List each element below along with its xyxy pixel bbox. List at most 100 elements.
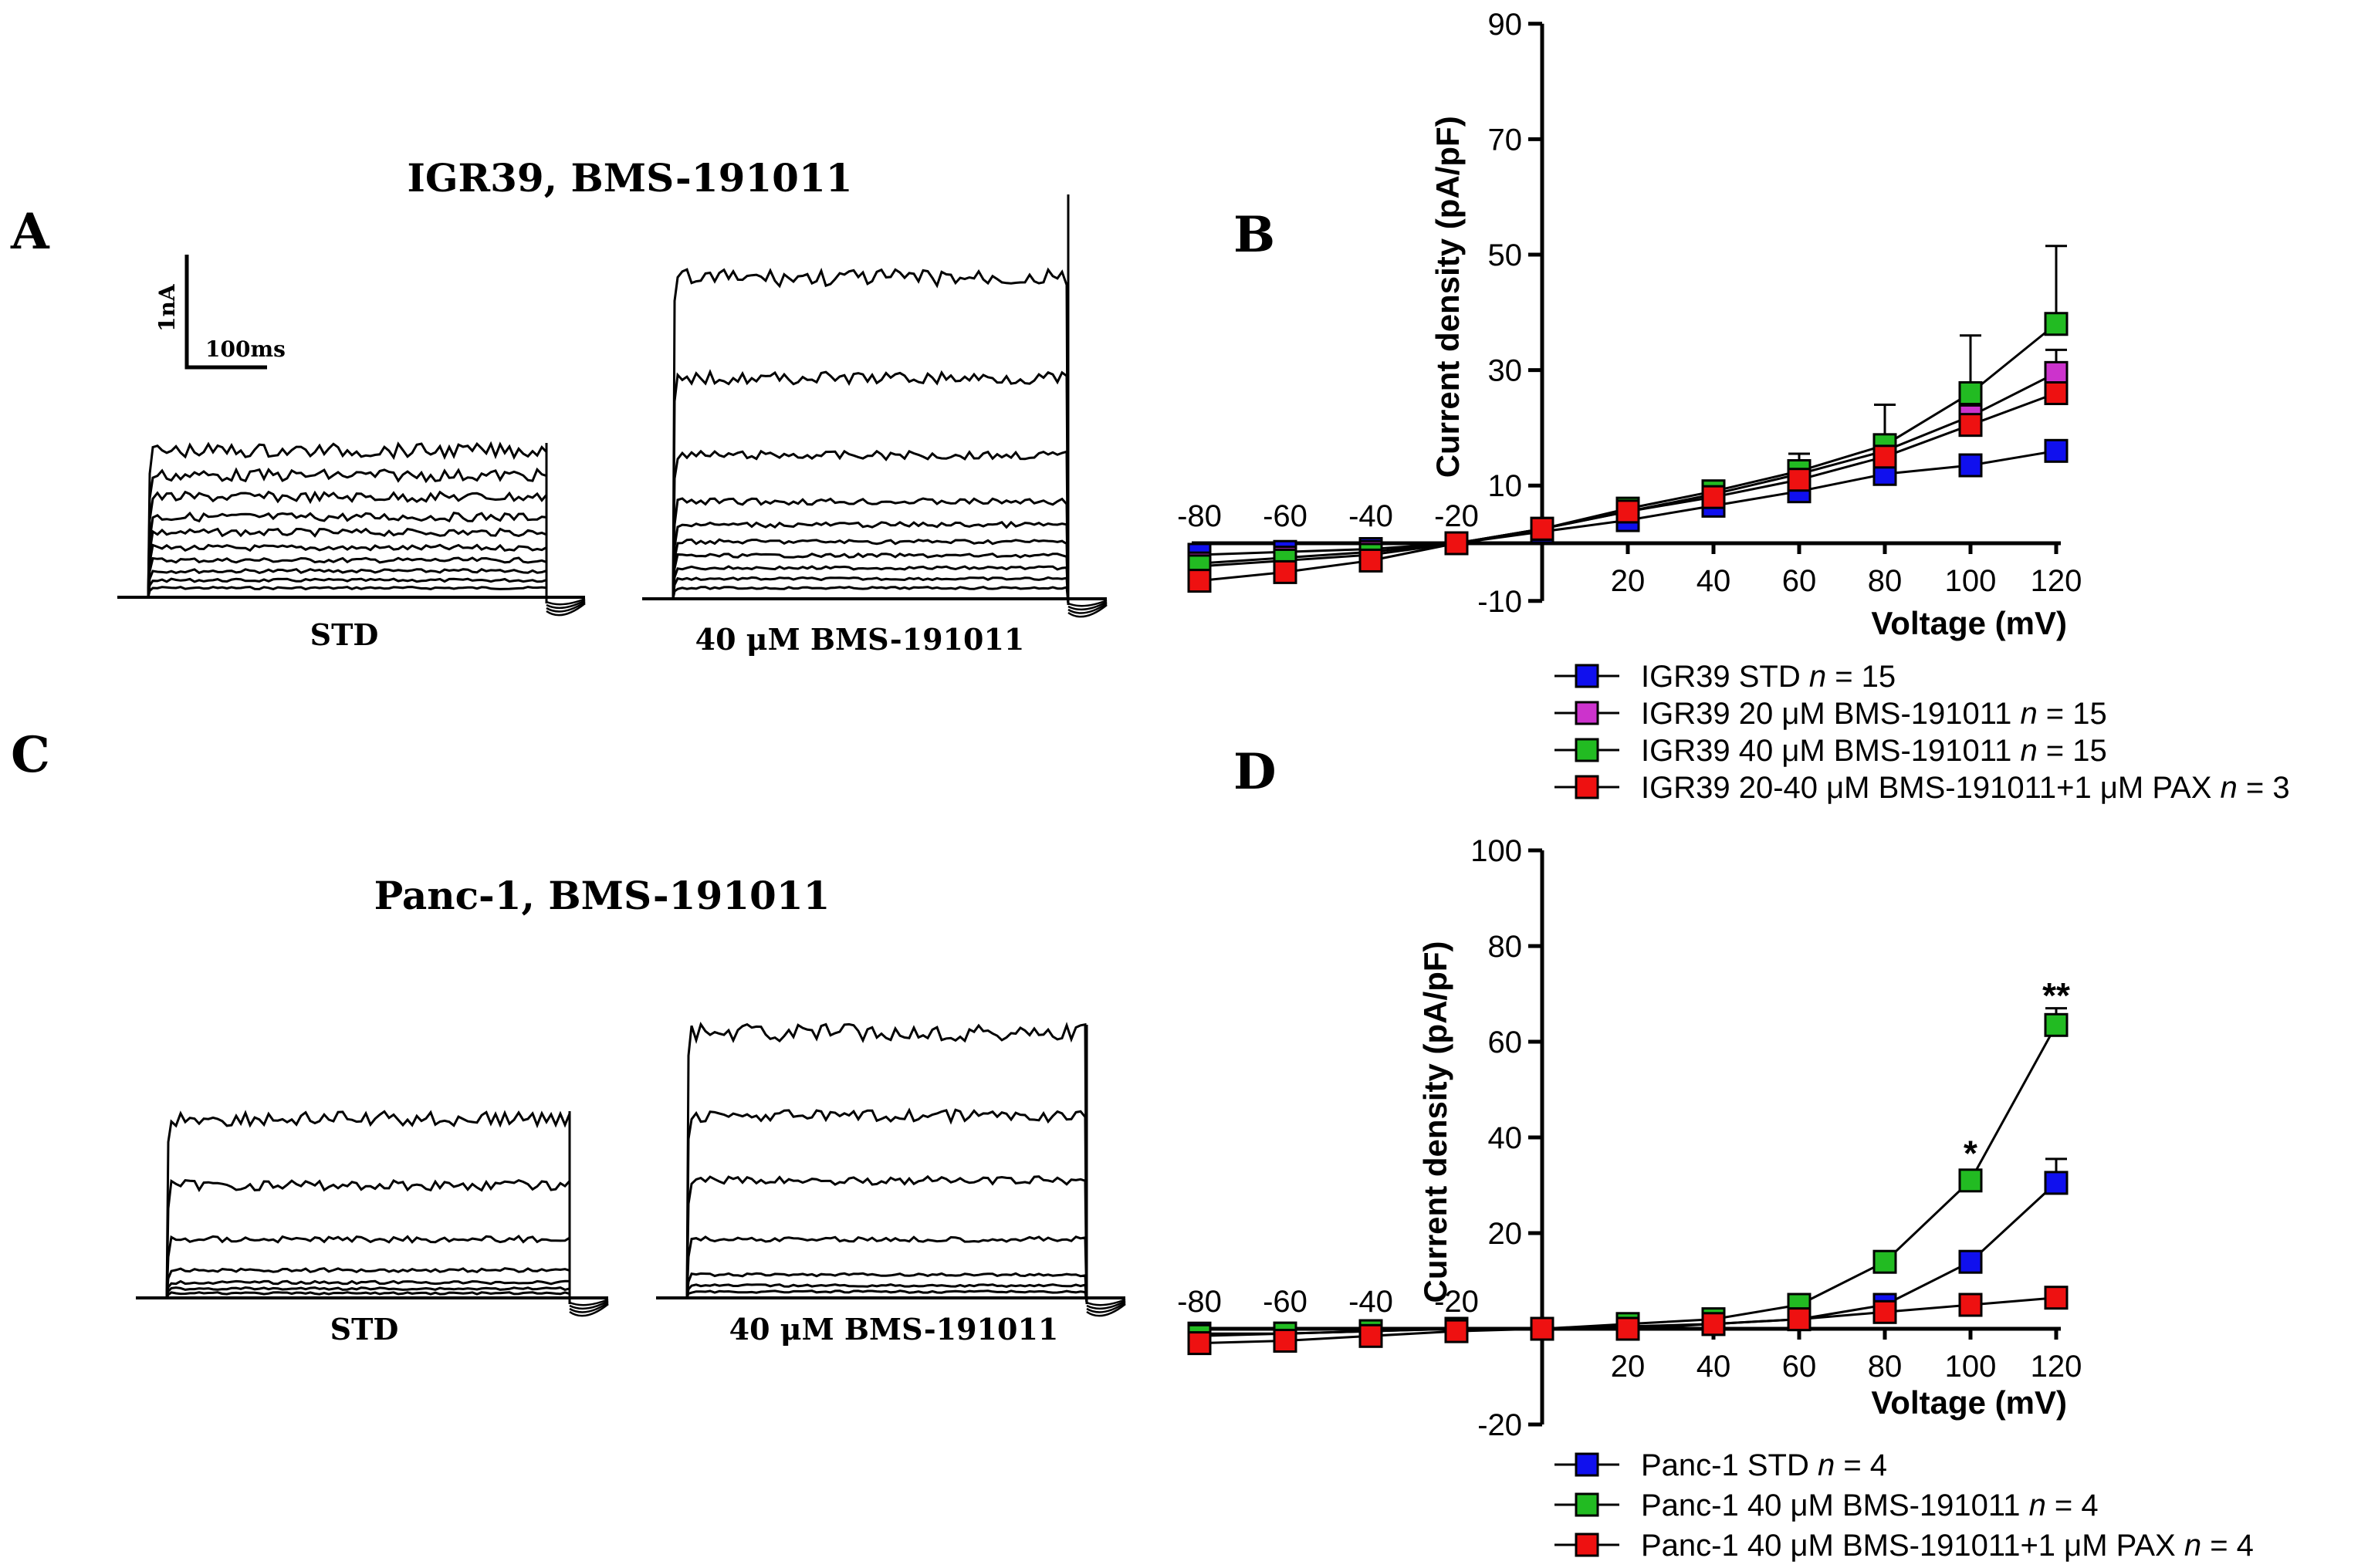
scale-time-label: 100ms xyxy=(205,336,286,362)
scale-bar: 1nA 100ms xyxy=(154,255,286,370)
legend-marker xyxy=(1575,1492,1599,1517)
x-axis-label: Voltage (mV) xyxy=(1871,1384,2067,1421)
series-line xyxy=(1199,372,2057,565)
data-point xyxy=(2044,312,2069,336)
x-tick-label: 100 xyxy=(1945,564,1997,598)
legend-marker xyxy=(1575,738,1599,762)
igr39-std-label: STD xyxy=(310,617,379,652)
panc1-trace-title: Panc-1, BMS-191011 xyxy=(374,873,830,918)
y-tick-label: 90 xyxy=(1488,8,1523,42)
panc1-drug-traces xyxy=(656,1022,1126,1317)
panel-label-a: A xyxy=(10,203,50,261)
x-tick-label: 80 xyxy=(1868,564,1903,598)
data-point xyxy=(1958,413,1983,438)
data-point xyxy=(2044,1171,2069,1195)
panel-label-d: D xyxy=(1233,743,1277,801)
data-point xyxy=(1187,569,1212,593)
data-point xyxy=(1358,548,1383,573)
y-tick-label: 80 xyxy=(1488,930,1523,964)
series-line xyxy=(1199,1181,2058,1335)
x-tick-label: -40 xyxy=(1348,499,1393,533)
panel-label-c: C xyxy=(11,726,50,784)
data-point xyxy=(1187,1331,1212,1356)
panc1-drug-label: 40 μM BMS-191011 xyxy=(729,1312,1059,1347)
panc1-std-label: STD xyxy=(330,1312,399,1347)
data-point xyxy=(1615,499,1640,524)
data-point xyxy=(1615,1316,1640,1341)
legend-entry: IGR39 STD n = 15 xyxy=(1641,660,1896,694)
x-tick-label: -20 xyxy=(1434,499,1479,533)
x-tick-label: -60 xyxy=(1263,1285,1307,1319)
x-tick-label: 80 xyxy=(1868,1350,1903,1384)
y-tick-label: 70 xyxy=(1488,123,1523,157)
y-tick-label: 10 xyxy=(1488,469,1523,503)
x-tick-label: 20 xyxy=(1611,1350,1646,1384)
data-point xyxy=(1444,1319,1469,1343)
x-tick-label: 60 xyxy=(1782,1350,1817,1384)
data-point xyxy=(2044,438,2069,463)
x-tick-label: -20 xyxy=(1434,1285,1479,1319)
panel-label-b: B xyxy=(1233,206,1275,264)
data-point xyxy=(1273,1329,1297,1353)
series-line xyxy=(1199,1024,2058,1337)
data-point xyxy=(1872,1249,1897,1274)
data-point xyxy=(1958,453,1983,478)
data-point xyxy=(1273,559,1297,584)
y-tick-label: 60 xyxy=(1488,1026,1523,1059)
legend-marker xyxy=(1575,1533,1599,1557)
y-tick-label: 50 xyxy=(1488,238,1523,272)
data-point xyxy=(1958,1168,1983,1193)
scale-current-label: 1nA xyxy=(154,283,180,332)
y-tick-label: 30 xyxy=(1488,354,1523,388)
data-point xyxy=(2044,1286,2069,1310)
legend-marker xyxy=(1575,664,1599,688)
panc1-std-traces xyxy=(136,1110,609,1317)
legend-marker xyxy=(1575,775,1599,799)
y-axis-label: Current density (pA/pF) xyxy=(1429,116,1466,478)
y-tick-label: 20 xyxy=(1488,1217,1523,1251)
data-point xyxy=(1787,1307,1812,1332)
significance-annotation: * xyxy=(1964,1134,1977,1174)
data-point xyxy=(1872,1299,1897,1324)
y-tick-label: 100 xyxy=(1470,834,1522,868)
x-tick-label: 40 xyxy=(1697,564,1731,598)
y-tick-label: 40 xyxy=(1488,1121,1523,1155)
iv-chart-igr39: -10 10 30 50 70 90 -80 -60 -40 -20 20 40 60 80 100 120 V… xyxy=(1177,8,2082,641)
legend-entry: Panc-1 40 μM BMS-191011+1 μM PAX n = 4 xyxy=(1641,1529,2254,1563)
data-point xyxy=(2044,360,2069,385)
x-tick-label: -80 xyxy=(1177,1285,1222,1319)
legend-entry: IGR39 20-40 μM BMS-191011+1 μM PAX n = 3 xyxy=(1641,771,2290,805)
x-tick-label: 100 xyxy=(1945,1350,1997,1384)
legend-entry: IGR39 40 μM BMS-191011 n = 15 xyxy=(1641,734,2107,768)
data-point xyxy=(2044,381,2069,406)
data-point xyxy=(1958,1293,1983,1317)
x-axis-label: Voltage (mV) xyxy=(1871,605,2067,641)
legend-entry: IGR39 20 μM BMS-191011 n = 15 xyxy=(1641,697,2107,731)
x-tick-label: 120 xyxy=(2031,1350,2082,1384)
x-tick-label: 20 xyxy=(1611,564,1646,598)
igr39-drug-traces xyxy=(642,194,1108,618)
igr39-drug-label: 40 μM BMS-191011 xyxy=(695,622,1025,657)
data-point xyxy=(1530,1316,1554,1341)
igr39-trace-title: IGR39, BMS-191011 xyxy=(407,155,852,201)
data-point xyxy=(1530,516,1554,541)
x-tick-label: -60 xyxy=(1263,499,1307,533)
data-point xyxy=(1444,531,1469,556)
data-point xyxy=(1787,468,1812,492)
data-point xyxy=(1701,1312,1726,1337)
igr39-std-traces xyxy=(117,441,586,617)
legend-entry: Panc-1 40 μM BMS-191011 n = 4 xyxy=(1641,1489,2099,1522)
data-point xyxy=(2044,1012,2069,1037)
legend-entry: Panc-1 STD n = 4 xyxy=(1641,1448,1887,1482)
data-point xyxy=(1872,444,1897,469)
legend-panc1: Panc-1 STD n = 4 Panc-1 40 μM BMS-191011 … xyxy=(1554,1448,2254,1563)
legend-marker xyxy=(1575,1452,1599,1477)
iv-chart-panc1: -20 20 40 60 80 100 -80 -60 -40 -20 20 40 60 80 100 120… xyxy=(1177,834,2082,1442)
x-tick-label: 40 xyxy=(1697,1350,1731,1384)
data-point xyxy=(1958,381,1983,406)
y-tick-label: -20 xyxy=(1477,1408,1522,1442)
data-point xyxy=(1958,1249,1983,1274)
x-tick-label: -40 xyxy=(1348,1285,1393,1319)
